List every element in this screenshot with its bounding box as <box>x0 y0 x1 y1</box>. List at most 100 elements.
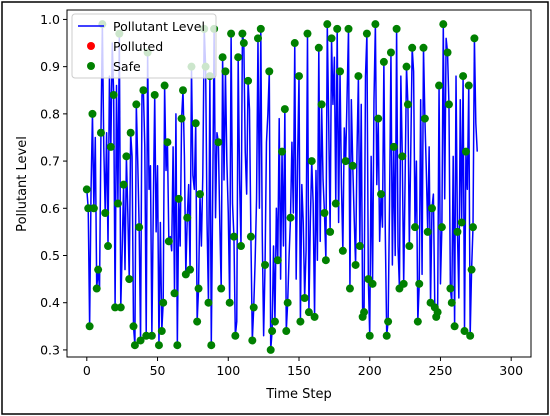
safe-marker-98 <box>326 227 335 236</box>
safe-marker-69 <box>246 232 255 241</box>
safe-marker-10 <box>104 242 113 251</box>
safe-marker-14 <box>113 199 122 208</box>
safe-marker-129 <box>402 62 411 71</box>
safe-marker-91 <box>307 157 316 166</box>
safe-marker-25 <box>136 336 145 345</box>
safe-marker-59 <box>221 67 230 76</box>
safe-marker-119 <box>377 190 386 199</box>
safe-marker-21 <box>129 322 138 331</box>
y-tick-label: 0.7 <box>40 154 60 169</box>
safe-marker-131 <box>405 242 414 251</box>
safe-marker-157 <box>464 81 473 90</box>
safe-marker-89 <box>303 29 312 38</box>
safe-marker-80 <box>278 147 287 156</box>
safe-marker-1 <box>84 204 93 213</box>
safe-marker-17 <box>119 180 128 189</box>
safe-marker-152 <box>453 227 462 236</box>
safe-marker-123 <box>386 48 395 57</box>
safe-marker-95 <box>320 209 329 218</box>
safe-marker-67 <box>239 39 248 48</box>
safe-marker-156 <box>461 147 470 156</box>
safe-marker-159 <box>467 265 476 274</box>
x-tick-label: 150 <box>287 363 311 378</box>
safe-marker-96 <box>321 256 330 265</box>
legend-polluted-swatch <box>87 42 95 50</box>
safe-marker-94 <box>317 100 326 109</box>
safe-marker-12 <box>109 90 118 99</box>
safe-marker-120 <box>379 57 388 66</box>
safe-marker-124 <box>389 142 398 151</box>
safe-marker-87 <box>296 317 305 326</box>
safe-marker-88 <box>300 293 309 302</box>
safe-marker-115 <box>365 331 374 340</box>
safe-marker-154 <box>459 72 468 81</box>
safe-marker-79 <box>273 256 282 265</box>
safe-marker-46 <box>191 119 200 128</box>
legend-label-pollutant-level: Pollutant Level <box>113 19 205 34</box>
safe-marker-9 <box>101 209 110 218</box>
safe-marker-57 <box>217 284 226 293</box>
safe-marker-90 <box>304 308 313 317</box>
safe-marker-132 <box>408 43 417 52</box>
safe-marker-58 <box>218 53 227 62</box>
safe-marker-158 <box>466 331 475 340</box>
safe-marker-147 <box>443 48 452 57</box>
safe-marker-13 <box>111 303 120 312</box>
y-tick-label: 0.8 <box>40 106 60 121</box>
safe-marker-43 <box>183 213 192 222</box>
safe-marker-52 <box>204 298 213 307</box>
safe-marker-2 <box>85 322 94 331</box>
x-tick-label: 50 <box>150 363 166 378</box>
safe-marker-81 <box>280 105 289 114</box>
safe-marker-102 <box>336 67 345 76</box>
safe-marker-39 <box>174 194 183 203</box>
safe-marker-145 <box>437 223 446 232</box>
safe-marker-18 <box>122 152 131 161</box>
y-tick-label: 0.4 <box>40 295 60 310</box>
legend-box <box>71 13 217 79</box>
safe-marker-125 <box>392 24 401 33</box>
safe-marker-65 <box>237 242 245 251</box>
y-tick-label: 0.3 <box>40 342 60 357</box>
legend-safe-swatch <box>87 62 95 70</box>
safe-marker-44 <box>186 265 195 274</box>
safe-marker-109 <box>354 72 363 81</box>
safe-marker-54 <box>207 341 216 350</box>
safe-marker-72 <box>253 34 262 43</box>
safe-marker-32 <box>157 327 166 336</box>
x-tick-label: 100 <box>216 363 240 378</box>
safe-marker-29 <box>147 331 156 340</box>
safe-marker-30 <box>150 90 159 99</box>
safe-marker-107 <box>348 161 357 170</box>
safe-marker-130 <box>403 100 412 109</box>
safe-marker-31 <box>154 341 163 350</box>
y-tick-label: 0.5 <box>40 248 60 263</box>
safe-marker-40 <box>177 114 186 123</box>
safe-marker-160 <box>469 223 477 232</box>
safe-marker-26 <box>139 86 148 95</box>
legend-label-polluted: Polluted <box>113 39 163 54</box>
safe-marker-161 <box>470 34 479 43</box>
safe-marker-27 <box>142 331 151 340</box>
safe-marker-22 <box>130 341 139 350</box>
safe-marker-73 <box>256 24 265 33</box>
safe-marker-134 <box>413 317 422 326</box>
safe-marker-138 <box>423 227 432 236</box>
safe-marker-56 <box>214 138 223 147</box>
safe-marker-61 <box>227 29 236 38</box>
safe-marker-140 <box>427 204 436 213</box>
safe-marker-82 <box>282 327 291 336</box>
safe-marker-122 <box>384 317 393 326</box>
x-tick-label: 0 <box>83 363 91 378</box>
safe-marker-137 <box>420 114 429 123</box>
safe-marker-48 <box>194 284 203 293</box>
safe-marker-110 <box>355 242 364 251</box>
safe-marker-71 <box>249 303 258 312</box>
safe-marker-74 <box>261 260 270 269</box>
safe-marker-133 <box>411 223 419 232</box>
safe-marker-99 <box>327 34 336 43</box>
safe-marker-70 <box>248 336 257 345</box>
safe-marker-149 <box>446 284 455 293</box>
y-tick-label: 1.0 <box>40 12 60 27</box>
safe-marker-85 <box>290 39 299 48</box>
